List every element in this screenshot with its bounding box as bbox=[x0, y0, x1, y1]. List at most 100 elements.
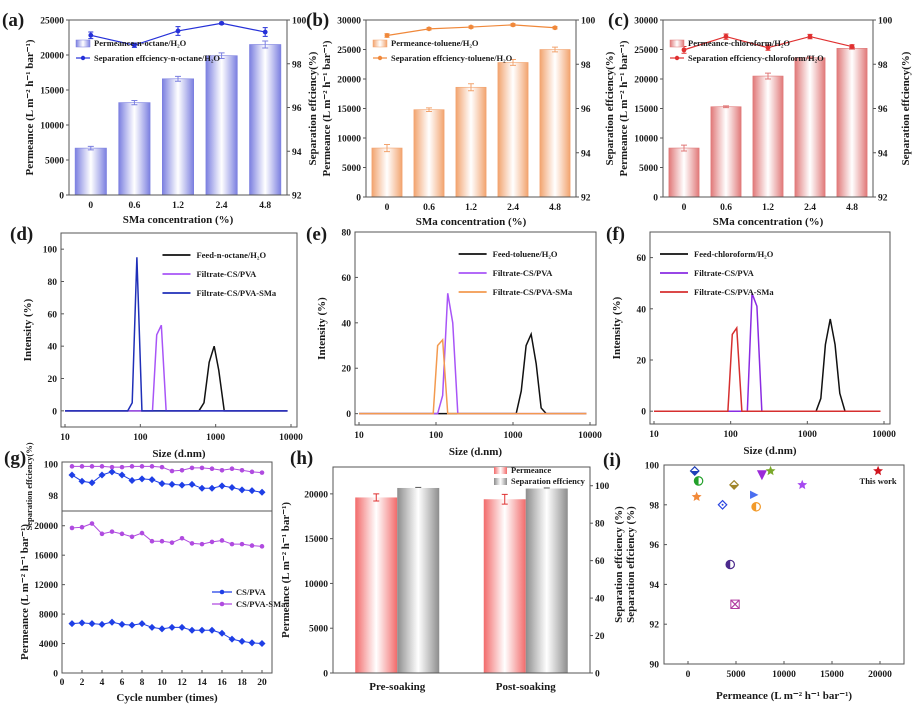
panel-f: (f) 0 20 40 60 10 100 1000 10000 Size (d.nm) Inten… bbox=[606, 224, 896, 457]
data-point bbox=[229, 541, 235, 547]
bar bbox=[836, 48, 868, 198]
x-tick-label: Pre-soaking bbox=[369, 681, 426, 693]
legend-label: Feed-n-octane/H₂O bbox=[196, 250, 266, 260]
data-point bbox=[68, 620, 76, 628]
y-tick-label: 20000 bbox=[337, 76, 361, 86]
y-tick-label: 20000 bbox=[34, 522, 58, 532]
y2-tick-label: 92 bbox=[878, 194, 888, 204]
x-tick-label: 10 bbox=[157, 678, 167, 688]
data-point-dot bbox=[721, 503, 724, 506]
y-tick-label: 20 bbox=[637, 357, 647, 367]
error-bar bbox=[131, 100, 138, 106]
y-tick-label: 12000 bbox=[34, 581, 58, 591]
x-tick-label: 1.2 bbox=[172, 201, 184, 211]
data-point bbox=[229, 466, 235, 472]
data-point bbox=[199, 541, 205, 547]
efficiency-point bbox=[384, 33, 390, 38]
bar-permeance bbox=[355, 497, 398, 673]
y-tick-label: 8000 bbox=[39, 611, 58, 621]
legend-label: Permeance-n-octane/H₂O bbox=[94, 38, 187, 48]
bar bbox=[455, 86, 487, 198]
efficiency-point bbox=[681, 47, 687, 53]
data-point bbox=[129, 534, 135, 540]
panel-e: (e) 0 20 40 60 80 10 100 1000 10000 Size (d.nm) Int… bbox=[306, 224, 602, 458]
legend-swatch-bar bbox=[372, 39, 388, 48]
panel-label: (b) bbox=[306, 10, 329, 31]
x-tick-label: 0.6 bbox=[423, 203, 435, 213]
data-point bbox=[208, 484, 216, 492]
data-point bbox=[78, 619, 86, 627]
data-point bbox=[228, 483, 236, 492]
x-tick-label: 10000 bbox=[872, 430, 896, 440]
x-axis-label: Size (d.nm) bbox=[152, 448, 206, 460]
data-point-square bbox=[730, 599, 740, 609]
x-tick-label: 100 bbox=[133, 433, 148, 443]
bar bbox=[413, 109, 445, 198]
y-tick-label: 96 bbox=[650, 541, 660, 551]
data-point bbox=[168, 623, 176, 631]
legend-marker bbox=[219, 589, 225, 595]
data-point bbox=[259, 470, 265, 475]
x-axis-label: SMa concentration (%) bbox=[123, 214, 234, 226]
y-tick-label: 15000 bbox=[304, 535, 328, 545]
data-point bbox=[138, 620, 146, 628]
y-tick-label: 94 bbox=[650, 581, 660, 591]
data-point-star bbox=[691, 491, 702, 501]
legend-swatch-bar bbox=[669, 39, 685, 48]
data-point bbox=[198, 626, 206, 634]
bar bbox=[710, 106, 742, 198]
y-tick-label: 10000 bbox=[634, 135, 658, 145]
y-tick-label: 20000 bbox=[40, 52, 64, 62]
x-tick-label: 2.4 bbox=[216, 201, 228, 211]
data-point bbox=[159, 538, 165, 544]
efficiency-point bbox=[765, 45, 771, 51]
y-tick-label: 90 bbox=[650, 661, 660, 671]
y2-tick-label: 20 bbox=[595, 632, 605, 642]
plot-frame bbox=[649, 231, 891, 425]
y-tick-label: 20 bbox=[342, 365, 352, 375]
data-point bbox=[139, 530, 145, 536]
data-point-half bbox=[729, 484, 739, 490]
panel-i: (i) 90 92 94 96 98 100 0 5000 10000 15000 20000 Perm… bbox=[603, 450, 905, 702]
efficiency-point bbox=[723, 34, 729, 39]
bar bbox=[118, 102, 151, 196]
y-tick-label: 25000 bbox=[634, 46, 658, 56]
data-point bbox=[259, 544, 265, 549]
data-point bbox=[79, 464, 85, 469]
data-point-x bbox=[730, 599, 740, 609]
y2-tick-label: 100 bbox=[292, 17, 307, 27]
bar bbox=[371, 147, 403, 198]
y-tick-label: 0 bbox=[356, 194, 361, 204]
y-tick-label: 40 bbox=[342, 319, 352, 329]
series-line bbox=[65, 257, 288, 412]
data-point bbox=[218, 629, 226, 637]
y-axis-label: Intensity (%) bbox=[611, 296, 623, 359]
x-tick-label: 20000 bbox=[868, 670, 892, 680]
x-axis-label: Size (d.nm) bbox=[743, 445, 797, 457]
series-line bbox=[359, 331, 587, 415]
bar bbox=[74, 147, 107, 196]
y-tick-label: 30000 bbox=[634, 17, 658, 27]
x-tick-label: 14 bbox=[197, 678, 207, 688]
y-tick-label: 92 bbox=[650, 621, 660, 631]
x-tick-label: 8 bbox=[140, 678, 145, 688]
y2-tick-label: 40 bbox=[595, 595, 605, 605]
x-tick-label: 0 bbox=[60, 678, 65, 688]
x-tick-label: 10000 bbox=[578, 431, 602, 441]
error-bar bbox=[87, 145, 94, 151]
x-tick-label: 10 bbox=[354, 431, 364, 441]
panel-label: (c) bbox=[608, 10, 629, 31]
panel-g: (g) 98 100 0 4000 8000 12000 16000 20000 0 2 4 6 8 10 1… bbox=[4, 442, 286, 704]
y-axis-label: Permeance (L m⁻² h⁻¹ bar⁻¹) bbox=[618, 40, 630, 176]
annotation-this-work: This work bbox=[860, 476, 897, 486]
data-point bbox=[188, 480, 196, 488]
y-tick-label: 60 bbox=[48, 310, 58, 320]
bar bbox=[752, 75, 784, 198]
y-axis-label: Permeance (L m⁻² h⁻¹ bar⁻¹) bbox=[280, 502, 292, 638]
y2-tick-label: 60 bbox=[595, 557, 605, 567]
data-point bbox=[169, 468, 175, 474]
legend-label: Filtrate-CS/PVA-SMa bbox=[493, 287, 573, 297]
data-point bbox=[239, 467, 245, 473]
bar-permeance bbox=[483, 499, 526, 673]
